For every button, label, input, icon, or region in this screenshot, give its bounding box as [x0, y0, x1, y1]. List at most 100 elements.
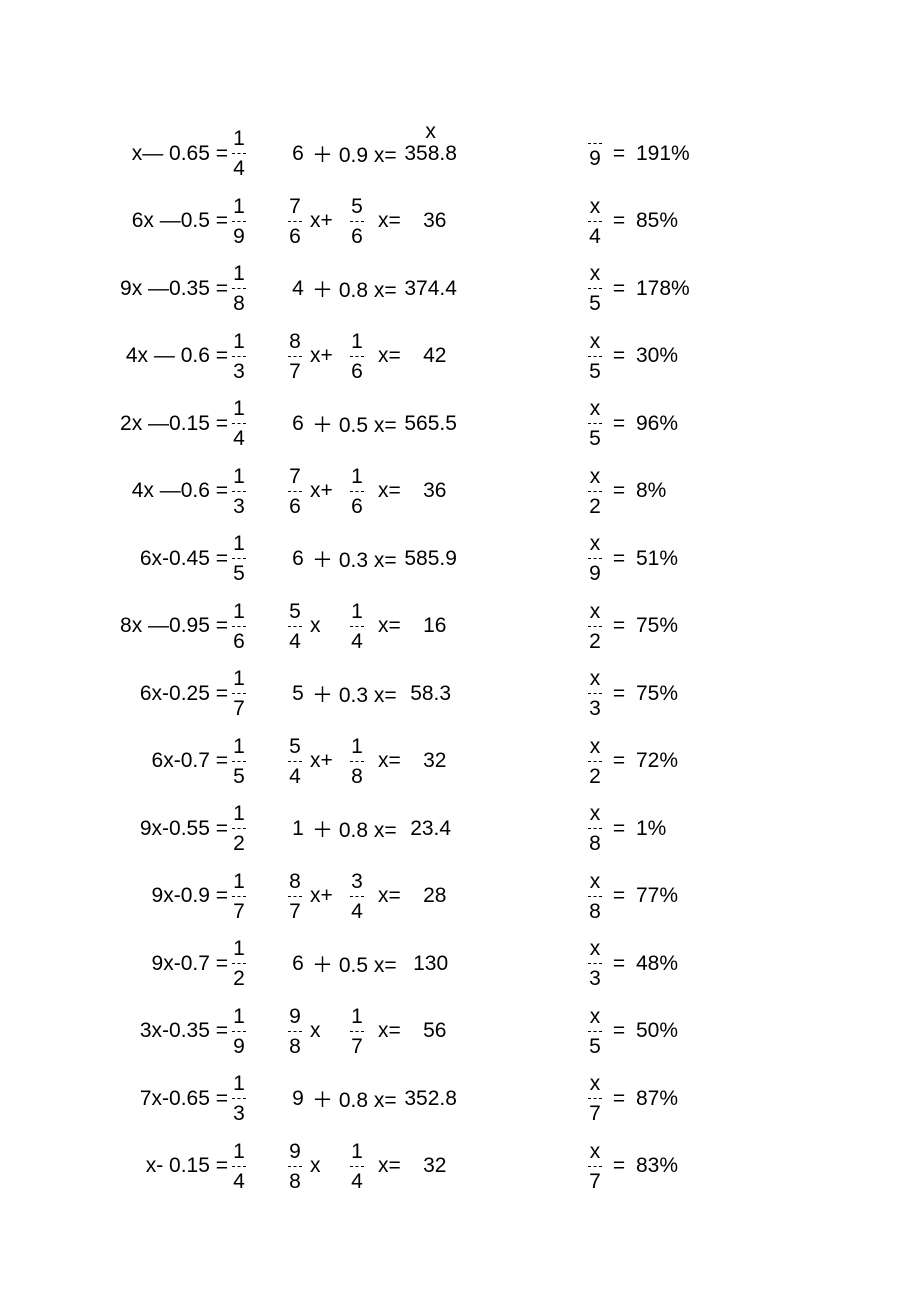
- fraction-denominator: 7: [589, 1102, 601, 1125]
- fraction: 17: [350, 1005, 364, 1058]
- fraction-bar: [232, 288, 246, 289]
- fraction-numerator: 1: [233, 1005, 245, 1028]
- equals-sign: =: [612, 547, 626, 571]
- operator-and-term: ＋ 0.3 x=: [312, 679, 397, 709]
- fraction-bar: [232, 1166, 246, 1167]
- equals-sign: =: [612, 142, 626, 166]
- equation-lhs: 6x-0.45 =: [98, 547, 232, 571]
- percent-row: x8=77%: [588, 863, 788, 931]
- equation-body: 76x+56x=36: [288, 195, 465, 248]
- fraction-bar: [232, 423, 246, 424]
- fraction-bar: [588, 693, 602, 694]
- equation-lhs: 8x —0.95 =: [98, 614, 232, 638]
- equals-sign: =: [612, 479, 626, 503]
- x-equals: x=: [368, 749, 401, 773]
- percent-value: 51%: [636, 547, 678, 571]
- percent-value: 75%: [636, 682, 678, 706]
- coef-a: 6: [288, 142, 308, 166]
- fraction-bar: [588, 963, 602, 964]
- fraction-denominator: 9: [589, 147, 601, 170]
- fraction: x7: [588, 1140, 602, 1193]
- fraction-numerator: 1: [351, 330, 363, 353]
- fraction-denominator: 7: [289, 900, 301, 923]
- operator-and-term: ＋ 0.8 x=: [312, 1084, 397, 1114]
- fraction-bar: [588, 1031, 602, 1032]
- fraction-denominator: 7: [233, 697, 245, 720]
- fraction-numerator: 1: [233, 397, 245, 420]
- percent-row: x5=96%: [588, 390, 788, 458]
- fraction: 15: [232, 735, 246, 788]
- fraction: 16: [232, 600, 246, 653]
- equation-lhs: 6x-0.25 =: [98, 682, 232, 706]
- fraction-bar: [350, 356, 364, 357]
- percent-value: 1%: [636, 817, 666, 841]
- percent-item: x5=50%: [588, 1005, 678, 1058]
- percent-row: x7=83%: [588, 1133, 788, 1201]
- percent-value: 77%: [636, 884, 678, 908]
- fraction-bar: [288, 356, 302, 357]
- equation-row: 87x+34x=28: [288, 863, 588, 931]
- equation-row: 1＋ 0.8 x=23.4: [288, 795, 588, 863]
- fraction-numerator: 1: [233, 330, 245, 353]
- percent-value: 30%: [636, 344, 678, 368]
- fraction: 13: [232, 465, 246, 518]
- fraction-bar: [232, 1098, 246, 1099]
- equation-row: 9x —0.35 =18: [98, 255, 288, 323]
- fraction: x7: [588, 1072, 602, 1125]
- equals-sign: =: [612, 682, 626, 706]
- fraction: 56: [350, 195, 364, 248]
- fraction-numerator: 9: [289, 1140, 301, 1163]
- fraction-denominator: 9: [589, 562, 601, 585]
- fraction-denominator: 4: [289, 765, 301, 788]
- equation-body: 1＋ 0.8 x=23.4: [288, 814, 461, 844]
- percent-row: x7=87%: [588, 1065, 788, 1133]
- percent-item: x8=77%: [588, 870, 678, 923]
- equation-lhs: 7x-0.65 =: [98, 1087, 232, 1111]
- equation-row: 2x —0.15 =14: [98, 390, 288, 458]
- percent-row: x2=8%: [588, 458, 788, 526]
- fraction-bar: [588, 143, 602, 144]
- fraction-numerator: 5: [289, 600, 301, 623]
- equals-sign: =: [612, 1087, 626, 1111]
- percent-row: x8=1%: [588, 795, 788, 863]
- fraction-denominator: 7: [351, 1035, 363, 1058]
- fraction: 34: [350, 870, 364, 923]
- equation-row: 54x14x=16: [288, 593, 588, 661]
- fraction-numerator: 1: [233, 937, 245, 960]
- equation-body: 5＋ 0.3 x=58.3: [288, 679, 461, 709]
- fraction-numerator: x: [590, 465, 601, 488]
- operator-and-term: ＋ 0.5 x=: [312, 409, 397, 439]
- fraction: x3: [588, 937, 602, 990]
- result-value: 28: [405, 884, 465, 908]
- fraction: 54: [288, 735, 302, 788]
- equals-sign: =: [612, 817, 626, 841]
- x-label-top: x: [401, 120, 461, 144]
- result-value: 36: [405, 209, 465, 233]
- percent-item: x4=85%: [588, 195, 678, 248]
- worksheet-page: x— 0.65 =146x —0.5 =199x —0.35 =184x — 0…: [0, 0, 920, 1304]
- equation-row: 6＋ 0.5 x=565.5: [288, 390, 588, 458]
- fraction: 13: [232, 330, 246, 383]
- fraction: 9: [588, 138, 602, 170]
- fraction: 98: [288, 1140, 302, 1193]
- result-value: 16: [405, 614, 465, 638]
- percent-row: x2=75%: [588, 593, 788, 661]
- equation-lhs: 9x —0.35 =: [98, 277, 232, 301]
- fraction-bar: [232, 828, 246, 829]
- fraction-denominator: 6: [351, 225, 363, 248]
- fraction-denominator: 2: [589, 630, 601, 653]
- column-3: 9=191%x4=85%x5=178%x5=30%x5=96%x2=8%x9=5…: [588, 120, 788, 1200]
- percent-item: x8=1%: [588, 802, 666, 855]
- equals-sign: =: [612, 749, 626, 773]
- coef-a: 1: [288, 817, 308, 841]
- operator-and-term: ＋ 0.5 x=: [312, 949, 397, 979]
- equation-lhs: x- 0.15 =: [98, 1154, 232, 1178]
- fraction-denominator: 3: [589, 697, 601, 720]
- mid-op: x+: [306, 209, 346, 233]
- fraction-bar: [350, 491, 364, 492]
- fraction-denominator: 3: [233, 1102, 245, 1125]
- result-value: 42: [405, 344, 465, 368]
- equation-body: 87x+16x=42: [288, 330, 465, 383]
- percent-value: 50%: [636, 1019, 678, 1043]
- result-value: 58.3: [401, 682, 461, 706]
